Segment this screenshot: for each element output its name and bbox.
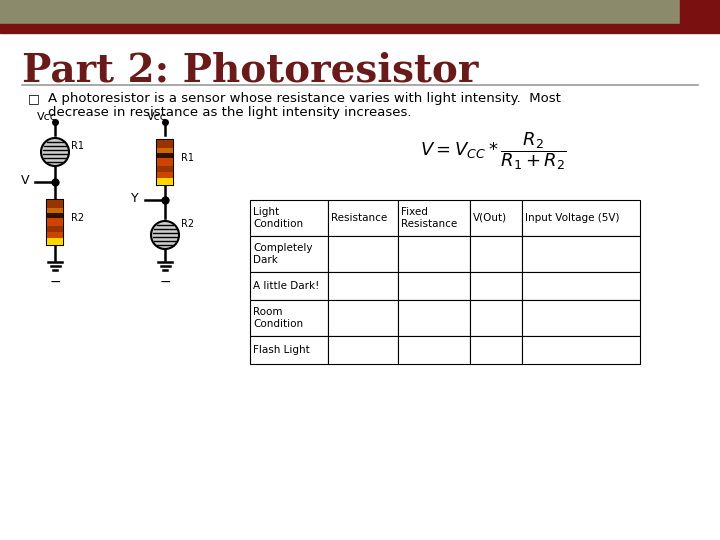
Text: Vcc: Vcc [147, 112, 167, 122]
Text: □: □ [28, 92, 40, 105]
Bar [157, 139, 173, 185]
Bar [398, 236, 470, 272]
Text: V: V [21, 173, 30, 186]
Bar [398, 300, 470, 336]
Bar [157, 153, 173, 158]
Bar [522, 200, 640, 236]
Bar [470, 336, 522, 364]
Bar [328, 336, 398, 364]
Bar [680, 0, 720, 25]
Text: R1: R1 [71, 141, 84, 151]
Text: R2: R2 [71, 213, 84, 223]
Bar [157, 178, 173, 185]
Circle shape [41, 138, 69, 166]
Bar [522, 300, 640, 336]
Text: Y: Y [131, 192, 139, 205]
Text: Input Voltage (5V): Input Voltage (5V) [525, 213, 619, 223]
Text: V(Out): V(Out) [473, 213, 507, 223]
Bar [47, 238, 63, 245]
Text: R1: R1 [181, 153, 194, 163]
Text: A little Dark!: A little Dark! [253, 281, 320, 291]
Bar [250, 300, 328, 336]
Bar [47, 199, 63, 245]
Text: Vcc: Vcc [37, 112, 57, 122]
Bar [157, 139, 173, 147]
Bar [398, 200, 470, 236]
Bar [47, 213, 63, 218]
Text: A photoresistor is a sensor whose resistance varies with light intensity.  Most: A photoresistor is a sensor whose resist… [48, 92, 561, 105]
Bar [47, 218, 63, 226]
Bar [328, 300, 398, 336]
Text: Resistance: Resistance [331, 213, 387, 223]
Bar [47, 232, 63, 238]
Circle shape [151, 221, 179, 249]
Bar [157, 158, 173, 166]
Bar [522, 336, 640, 364]
Bar [47, 226, 63, 232]
Text: Fixed
Resistance: Fixed Resistance [401, 207, 457, 229]
Bar [250, 272, 328, 300]
Text: decrease in resistance as the light intensity increases.: decrease in resistance as the light inte… [48, 106, 412, 119]
Bar [470, 272, 522, 300]
Bar [470, 200, 522, 236]
Text: Part 2: Photoresistor: Part 2: Photoresistor [22, 52, 478, 90]
Text: R2: R2 [181, 219, 194, 229]
Bar [250, 336, 328, 364]
Bar [250, 236, 328, 272]
Bar [157, 166, 173, 172]
Bar [470, 300, 522, 336]
Text: −: − [49, 275, 60, 289]
Bar [157, 172, 173, 178]
Bar [470, 236, 522, 272]
Bar [522, 272, 640, 300]
Text: Completely
Dark: Completely Dark [253, 243, 312, 265]
Bar [250, 200, 328, 236]
Text: −: − [159, 275, 171, 289]
Bar [328, 200, 398, 236]
Text: $V = V_{CC} * \dfrac{R_2}{R_1 + R_2}$: $V = V_{CC} * \dfrac{R_2}{R_1 + R_2}$ [420, 130, 567, 172]
Bar [47, 207, 63, 213]
Bar [157, 147, 173, 153]
Bar [328, 272, 398, 300]
Bar [328, 236, 398, 272]
Bar [47, 199, 63, 207]
Bar [398, 272, 470, 300]
Text: Room
Condition: Room Condition [253, 307, 303, 329]
Text: Flash Light: Flash Light [253, 345, 310, 355]
Bar [522, 236, 640, 272]
Text: Light
Condition: Light Condition [253, 207, 303, 229]
Bar [398, 336, 470, 364]
Bar [0, 0, 680, 25]
Bar [0, 24, 720, 33]
